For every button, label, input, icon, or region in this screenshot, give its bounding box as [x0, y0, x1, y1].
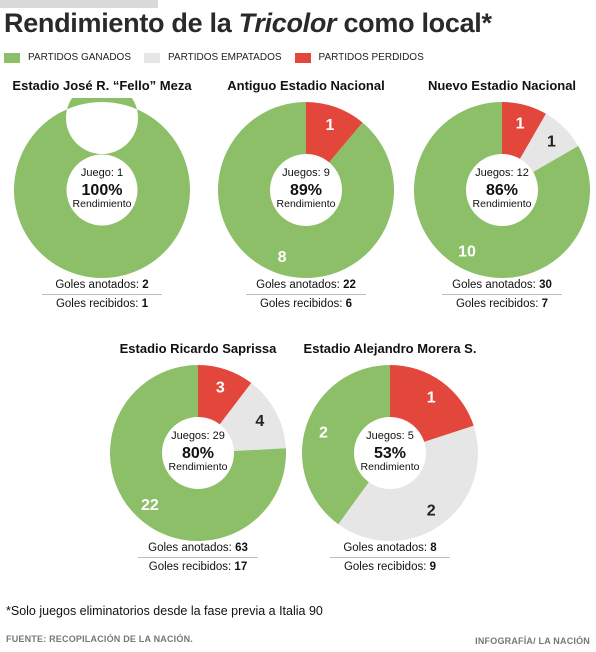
slice-value-label-drawn: 2 [427, 503, 436, 520]
legend-label-drawn: PARTIDOS EMPATADOS [167, 52, 282, 63]
performance-label: Rendimiento [361, 461, 420, 473]
stadium-name: Nuevo Estadio Nacional [427, 78, 577, 93]
legend-swatch-lost [294, 52, 311, 63]
goals-divider [442, 294, 562, 295]
slice-value-label-drawn: 1 [547, 134, 556, 151]
donut-chart: 3 4 22 Juegos: 29 80%Rendimiento [110, 365, 286, 541]
slice-value-label-drawn: 4 [255, 413, 264, 430]
goals-for-row: Goles anotados: 22 [256, 279, 356, 291]
top-accent-bar [0, 0, 158, 8]
donut-hole [466, 154, 538, 226]
slice-value-label-won: 1 [98, 113, 107, 130]
goals-against-row: Goles recibidos: 6 [259, 298, 353, 310]
stadium-name: Estadio Ricardo Saprissa [119, 341, 277, 356]
chart-title: Rendimiento de la Tricolor como local* [4, 8, 492, 38]
stadium-name: Estadio José R. “Fello” Meza [12, 78, 192, 93]
goals-for-row: Goles anotados: 63 [148, 542, 248, 554]
graphic-credit: INFOGRAFÍA/ LA NACIÓN [475, 636, 590, 646]
performance-percent: 100% [82, 182, 123, 199]
donut-slice-won [414, 102, 590, 278]
donut-hole [66, 154, 138, 226]
slice-value-label-won: 8 [278, 249, 287, 266]
goals-divider [42, 294, 162, 295]
source-credit: FUENTE: RECOPILACIÓN DE LA NACIÓN. [6, 634, 193, 644]
slice-value-label-lost: 1 [325, 117, 334, 134]
donut-hole [354, 417, 426, 489]
performance-percent: 80% [182, 445, 214, 462]
donut-slice-lost [390, 365, 474, 442]
goals-for-row: Goles anotados: 2 [55, 279, 149, 291]
goals-for-row: Goles anotados: 30 [452, 279, 552, 291]
goals-against-row: Goles recibidos: 17 [148, 561, 248, 573]
slice-value-label-won: 2 [319, 424, 328, 441]
performance-percent: 89% [290, 182, 322, 199]
donut-chart: 1 Juego: 1 100%Rendimiento [14, 98, 190, 278]
legend-swatch-won [4, 52, 20, 63]
legend-item-drawn: PARTIDOS EMPATADOS [143, 52, 282, 63]
goals-against-row: Goles recibidos: 1 [55, 298, 149, 310]
legend-item-won: PARTIDOS GANADOS [4, 52, 131, 63]
legend-label-lost: PARTIDOS PERDIDOS [318, 52, 424, 63]
donut-hole [162, 417, 234, 489]
donut-slice-won [110, 365, 286, 541]
stadium-name: Estadio Alejandro Morera S. [303, 341, 477, 356]
donut-chart: 1 1 10 Juegos: 12 86%Rendimiento [414, 102, 590, 278]
donut-slice-lost [198, 365, 252, 425]
performance-label: Rendimiento [73, 198, 132, 210]
games-count: Juego: 1 [81, 167, 123, 179]
performance-label: Rendimiento [277, 198, 336, 210]
stadium-name: Antiguo Estadio Nacional [227, 78, 385, 93]
goals-divider [246, 294, 366, 295]
goals-box: Goles anotados: 22 Goles recibidos: 6 [206, 276, 406, 313]
slice-value-label-won: 22 [141, 497, 159, 514]
performance-percent: 86% [486, 182, 518, 199]
donut-slice-drawn [338, 425, 478, 541]
donut-chart: 1 8 Juegos: 9 89%Rendimiento [218, 102, 394, 278]
goals-box: Goles anotados: 30 Goles recibidos: 7 [402, 276, 596, 313]
donut-chart: 1 2 2 Juegos: 5 53%Rendimiento [302, 365, 478, 541]
goals-divider [330, 557, 450, 558]
donut-slice-lost [306, 102, 363, 163]
donut-hole [270, 154, 342, 226]
donut-slice-drawn [520, 113, 579, 172]
goals-against-row: Goles recibidos: 7 [455, 298, 549, 310]
legend-label-won: PARTIDOS GANADOS [28, 52, 131, 63]
donut-slice-won [218, 102, 394, 278]
performance-label: Rendimiento [473, 198, 532, 210]
slice-value-label-lost: 3 [216, 380, 225, 397]
performance-percent: 53% [374, 445, 406, 462]
donut-slice-won [302, 365, 390, 525]
performance-label: Rendimiento [169, 461, 228, 473]
goals-against-row: Goles recibidos: 9 [343, 561, 437, 573]
donut-slice-lost [502, 102, 546, 159]
goals-box: Goles anotados: 63 Goles recibidos: 17 [98, 539, 298, 576]
slice-value-label-lost: 1 [516, 115, 525, 132]
games-count: Juegos: 5 [366, 430, 414, 442]
goals-divider [138, 557, 258, 558]
games-count: Juegos: 12 [475, 167, 529, 179]
games-count: Juegos: 29 [171, 430, 225, 442]
goals-box: Goles anotados: 2 Goles recibidos: 1 [2, 276, 202, 313]
slice-value-label-won: 10 [458, 244, 476, 261]
slice-value-label-lost: 1 [427, 389, 436, 406]
footnote: *Solo juegos eliminatorios desde la fase… [6, 604, 323, 618]
legend-item-lost: PARTIDOS PERDIDOS [294, 52, 424, 63]
donut-slice-drawn [219, 382, 286, 452]
goals-box: Goles anotados: 8 Goles recibidos: 9 [290, 539, 490, 576]
goals-for-row: Goles anotados: 8 [343, 542, 437, 554]
legend-swatch-drawn [143, 52, 160, 63]
games-count: Juegos: 9 [282, 167, 330, 179]
legend: PARTIDOS GANADOS PARTIDOS EMPATADOS PART… [4, 52, 437, 63]
